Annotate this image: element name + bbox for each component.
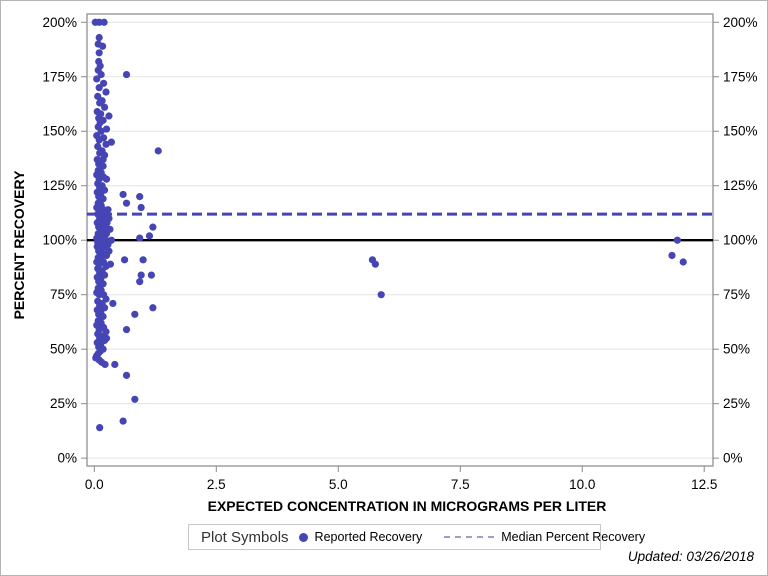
data-point — [99, 42, 107, 50]
y-axis-tick-label: 0% — [723, 451, 743, 466]
data-point — [120, 256, 129, 264]
data-point — [102, 140, 110, 148]
data-point — [122, 325, 131, 334]
data-point — [679, 258, 687, 266]
data-point — [139, 256, 147, 264]
data-point — [154, 147, 162, 155]
data-point — [97, 127, 105, 135]
data-point — [95, 84, 103, 92]
legend-item-reported-recovery: Reported Recovery — [298, 530, 423, 544]
data-point — [131, 310, 139, 318]
x-axis-tick-label: 0.0 — [85, 477, 104, 492]
legend-title: Plot Symbols — [201, 528, 289, 546]
data-point — [137, 203, 145, 212]
data-point — [122, 199, 131, 207]
data-point — [377, 291, 385, 299]
data-point — [95, 33, 103, 42]
y-axis-tick-label: 125% — [42, 178, 77, 193]
data-point — [122, 70, 131, 79]
y-axis-tick-label: 100% — [42, 233, 77, 248]
y-axis-tick-label: 25% — [50, 396, 77, 411]
y-axis-tick-label: 125% — [723, 178, 758, 193]
data-point — [149, 223, 157, 231]
y-axis-tick-label: 0% — [57, 451, 77, 466]
data-point — [149, 304, 157, 312]
y-axis-tick-label: 150% — [723, 124, 758, 139]
x-axis-tick-label: 2.5 — [207, 477, 226, 492]
y-axis-title: PERCENT RECOVERY — [11, 170, 27, 320]
data-point — [97, 70, 105, 79]
y-axis-tick-label: 50% — [50, 342, 77, 357]
data-point — [137, 271, 145, 279]
legend-box: Plot Symbols Reported Recovery Median Pe… — [188, 524, 645, 550]
legend-item-label: Median Percent Recovery — [501, 530, 646, 544]
data-point — [136, 278, 144, 286]
data-point — [105, 112, 113, 120]
legend-item-label: Reported Recovery — [314, 530, 423, 544]
data-point — [109, 299, 117, 308]
x-axis-tick-label: 7.5 — [451, 477, 470, 492]
data-point — [371, 260, 379, 268]
data-point — [102, 88, 110, 96]
x-axis-tick-label: 5.0 — [329, 477, 348, 492]
y-axis-tick-label: 200% — [723, 15, 758, 30]
y-axis-tick-label: 175% — [723, 69, 758, 84]
data-point — [102, 175, 111, 183]
updated-note: Updated: 03/26/2018 — [627, 549, 754, 564]
y-axis-tick-label: 150% — [42, 124, 77, 139]
data-point — [111, 360, 119, 369]
data-point — [145, 232, 154, 240]
data-point — [102, 334, 111, 342]
y-axis-tick-label: 75% — [723, 287, 750, 302]
y-axis-tick-label: 200% — [42, 15, 77, 30]
data-point — [673, 236, 681, 244]
x-axis-title: EXPECTED CONCENTRATION IN MICROGRAMS PER… — [207, 498, 607, 514]
data-point — [100, 18, 108, 26]
data-point — [94, 92, 102, 100]
data-point — [119, 417, 127, 425]
x-axis-tick-label: 10.0 — [569, 477, 595, 492]
y-axis-tick-label: 100% — [723, 233, 758, 248]
data-point — [668, 251, 676, 260]
y-axis-tick-label: 25% — [723, 396, 750, 411]
data-point — [95, 291, 103, 299]
data-point — [96, 424, 104, 432]
data-point — [101, 360, 109, 369]
y-axis-tick-label: 75% — [50, 287, 77, 302]
reported-recovery-marker-icon — [298, 532, 308, 542]
legend-item-median-percent-recovery: Median Percent Recovery — [444, 530, 645, 544]
y-axis-tick-label: 175% — [42, 69, 77, 84]
data-point — [99, 79, 108, 87]
data-point — [119, 190, 127, 199]
data-point — [147, 271, 156, 279]
data-point — [93, 75, 101, 83]
data-point — [94, 142, 102, 151]
data-point — [95, 49, 103, 57]
data-point — [131, 395, 139, 403]
data-point — [102, 251, 111, 260]
data-point — [100, 103, 109, 111]
data-point — [136, 234, 144, 242]
data-point — [136, 193, 144, 201]
median-line-dash-icon — [444, 536, 495, 538]
data-point — [122, 371, 131, 379]
x-axis-tick-label: 12.5 — [691, 477, 717, 492]
y-axis-tick-label: 50% — [723, 342, 750, 357]
data-point — [95, 136, 103, 144]
data-point — [96, 99, 104, 107]
